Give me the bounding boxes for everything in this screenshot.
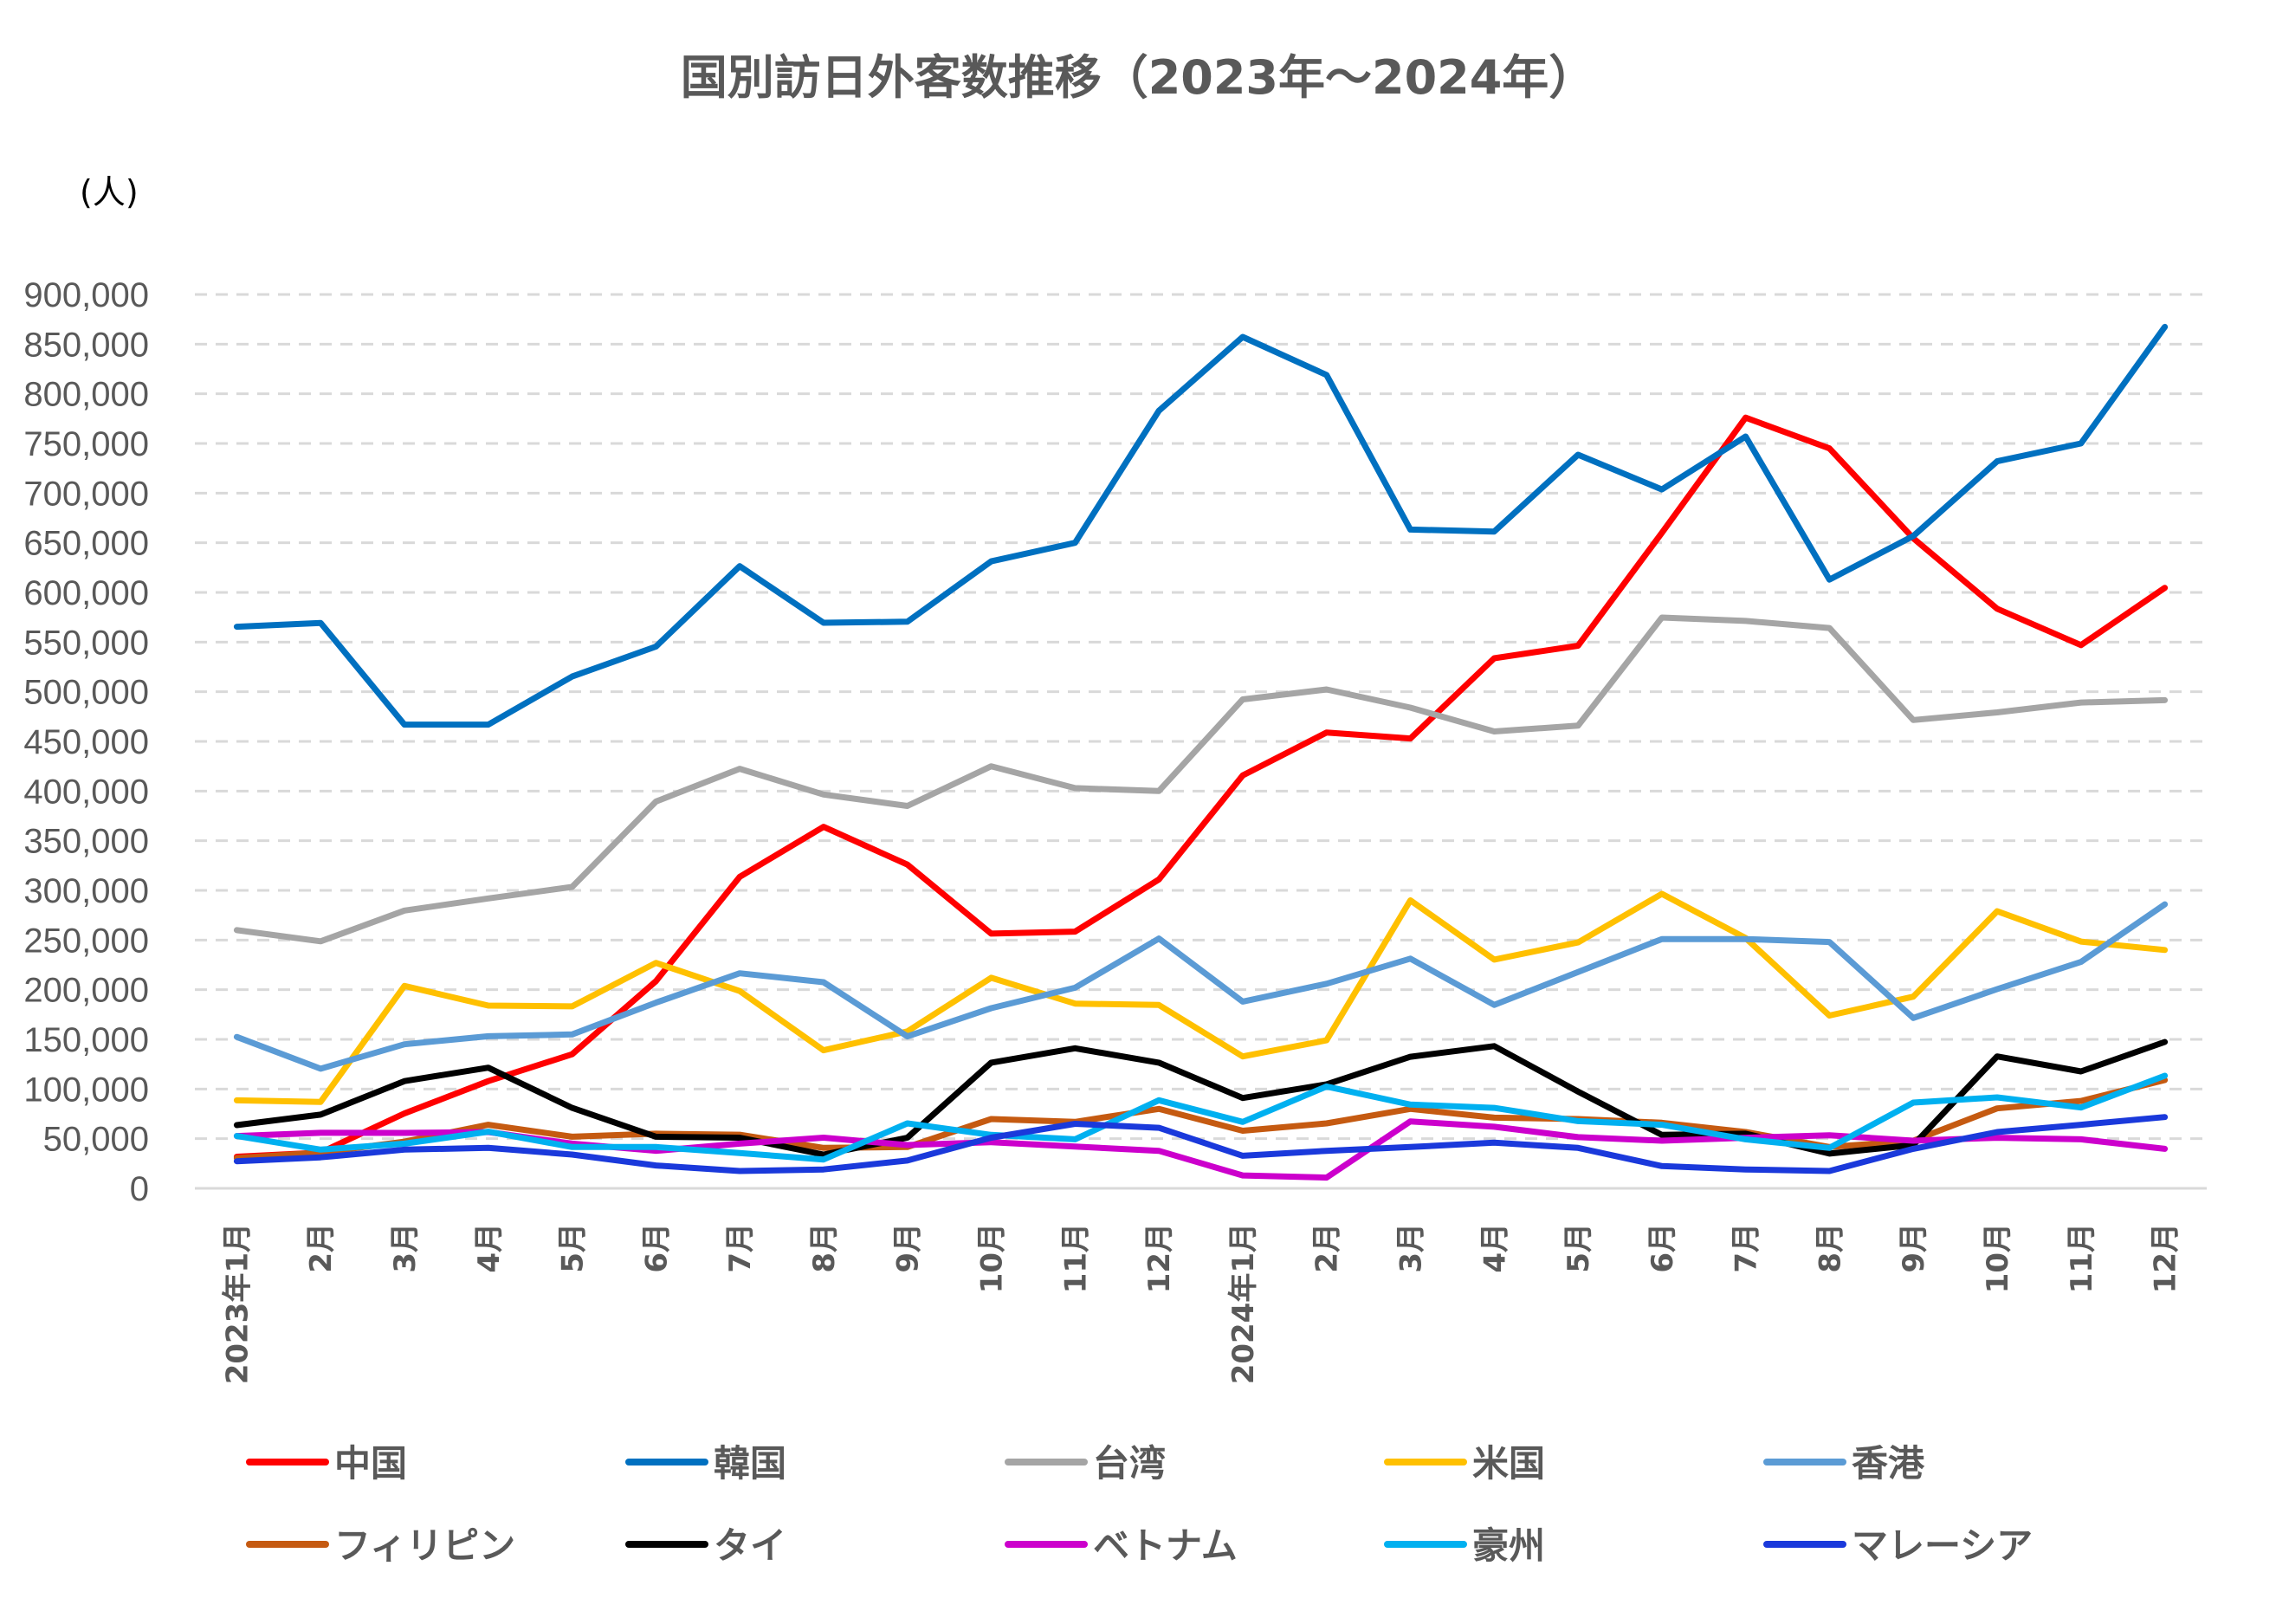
- legend-label: マレーシア: [1852, 1524, 2033, 1567]
- x-tick-label: 4月: [472, 1223, 507, 1273]
- legend-label: 香港: [1852, 1442, 1925, 1485]
- legend-label: 台湾: [1093, 1442, 1166, 1485]
- x-tick-label: 3月: [1393, 1223, 1428, 1273]
- y-tick-label: 550,000: [23, 624, 149, 662]
- legend-item: 中国: [246, 1442, 407, 1485]
- x-tick-label: 9月: [891, 1223, 926, 1273]
- series-line-豪州: [233, 1072, 2169, 1163]
- x-tick-label: 6月: [1646, 1223, 1680, 1273]
- series-lines: [233, 323, 2169, 1181]
- series-line-韓国: [233, 323, 2169, 728]
- y-tick-label: 600,000: [23, 574, 149, 612]
- x-tick-label: 5月: [1562, 1223, 1596, 1273]
- x-tick-label: 12月: [2149, 1223, 2183, 1293]
- legend-item: 豪州: [1384, 1524, 1545, 1567]
- y-tick-label: 0: [130, 1170, 149, 1208]
- series-line-香港: [233, 901, 2169, 1072]
- y-tick-label: 650,000: [23, 525, 149, 563]
- y-tick-label: 250,000: [23, 922, 149, 960]
- legend-label: 中国: [334, 1442, 407, 1485]
- y-axis-unit-label: (人): [80, 173, 139, 211]
- legend-item: 韓国: [625, 1442, 786, 1485]
- y-tick-label: 150,000: [23, 1021, 149, 1059]
- series-line-台湾: [233, 614, 2169, 945]
- x-tick-label: 7月: [723, 1223, 758, 1273]
- series-line-タイ: [233, 1038, 2169, 1158]
- y-tick-label: 350,000: [23, 823, 149, 861]
- x-axis-ticks: 2023年1月 2月 3月 4月 5月 6月 7月 8月 9月 10月 11月 12月 2024年1月 2…: [220, 1223, 2182, 1384]
- y-tick-label: 800,000: [23, 376, 149, 414]
- x-tick-label: 6月: [639, 1223, 674, 1273]
- legend-item: ベトナム: [1005, 1524, 1238, 1567]
- legend-item: 台湾: [1005, 1442, 1166, 1485]
- x-tick-label: 10月: [1981, 1223, 2015, 1293]
- x-tick-label: 2023年1月: [220, 1223, 255, 1384]
- y-tick-label: 750,000: [23, 425, 149, 463]
- y-tick-label: 500,000: [23, 674, 149, 712]
- legend-label: ベトナム: [1093, 1524, 1238, 1567]
- x-tick-label: 8月: [807, 1223, 842, 1273]
- legend-item: マレーシア: [1763, 1524, 2033, 1567]
- y-tick-label: 450,000: [23, 723, 149, 761]
- y-tick-label: 300,000: [23, 872, 149, 910]
- x-tick-label: 11月: [1058, 1223, 1093, 1293]
- y-tick-label: 850,000: [23, 326, 149, 364]
- series-line-中国: [233, 414, 2169, 1160]
- y-tick-label: 900,000: [23, 276, 149, 314]
- legend-label: 米国: [1472, 1442, 1545, 1485]
- x-tick-label: 2月: [1310, 1223, 1345, 1273]
- y-tick-label: 200,000: [23, 972, 149, 1010]
- x-tick-label: 11月: [2065, 1223, 2099, 1293]
- series-line-米国: [233, 890, 2169, 1105]
- x-tick-label: 7月: [1730, 1223, 1764, 1273]
- x-tick-label: 12月: [1142, 1223, 1177, 1293]
- x-tick-label: 5月: [556, 1223, 591, 1273]
- y-axis-ticks: 0 50,000 100,000 150,000 200,000 250,000 300,0…: [23, 276, 149, 1208]
- x-tick-label: 3月: [388, 1223, 423, 1273]
- y-tick-label: 100,000: [23, 1071, 149, 1109]
- chart-title: 国別訪日外客数推移（2023年～2024年）: [681, 50, 1596, 105]
- y-tick-label: 400,000: [23, 773, 149, 811]
- legend-label: 韓国: [714, 1442, 786, 1485]
- legend-label: 豪州: [1472, 1524, 1545, 1567]
- y-tick-label: 700,000: [23, 475, 149, 513]
- legend-item: タイ: [625, 1524, 786, 1567]
- x-tick-label: 2024年1月: [1226, 1223, 1261, 1384]
- gridlines: [195, 293, 2207, 1141]
- series-line-マレーシア: [233, 1114, 2169, 1174]
- legend-item: 香港: [1763, 1442, 1925, 1485]
- x-tick-label: 10月: [975, 1223, 1010, 1293]
- x-tick-label: 9月: [1897, 1223, 1931, 1273]
- legend-item: 米国: [1384, 1442, 1545, 1485]
- legend-label: フィリピン: [334, 1524, 515, 1567]
- legend-label: タイ: [714, 1524, 786, 1567]
- y-tick-label: 50,000: [43, 1121, 149, 1159]
- x-tick-label: 8月: [1813, 1223, 1847, 1273]
- legend-item: フィリピン: [246, 1524, 515, 1567]
- series-line-フィリピン: [233, 1077, 2169, 1161]
- x-tick-label: 4月: [1477, 1223, 1512, 1273]
- x-tick-label: 2月: [304, 1223, 339, 1273]
